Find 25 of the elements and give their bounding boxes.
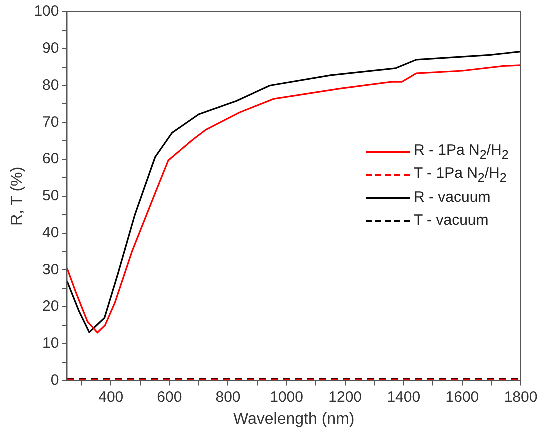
y-tick-label: 100 xyxy=(34,3,60,20)
y-tick-label: 40 xyxy=(42,224,60,242)
x-tick-label: 600 xyxy=(157,388,182,406)
x-axis-title: Wavelength (nm) xyxy=(233,410,355,428)
y-tick-label: 30 xyxy=(42,261,60,278)
x-tick-label: 1800 xyxy=(504,388,538,406)
y-tick-label: 60 xyxy=(42,150,60,168)
x-tick-label: 400 xyxy=(98,388,124,406)
y-tick-label: 0 xyxy=(50,372,60,389)
legend-label: T - 1Pa N$_{2}$/H$_{2}$ xyxy=(414,164,507,185)
legend-label: T - vacuum xyxy=(414,212,489,230)
x-tick-label: 1200 xyxy=(328,388,362,406)
y-tick-label: 20 xyxy=(42,298,60,316)
x-tick-label: 1400 xyxy=(387,388,421,406)
y-tick-label: 90 xyxy=(42,40,60,58)
y-axis-title: R, T (%) xyxy=(9,166,26,226)
legend-label: R - 1Pa N$_{2}$/H$_{2}$ xyxy=(414,142,509,162)
legend-label: R - vacuum xyxy=(414,189,491,206)
x-tick-label: 1600 xyxy=(446,388,480,406)
y-tick-label: 70 xyxy=(42,114,60,131)
y-tick-label: 80 xyxy=(42,76,60,94)
x-tick-label: 800 xyxy=(216,388,241,406)
x-tick-label: 1000 xyxy=(270,388,304,406)
y-tick-label: 50 xyxy=(42,188,60,205)
y-tick-label: 10 xyxy=(42,335,60,352)
